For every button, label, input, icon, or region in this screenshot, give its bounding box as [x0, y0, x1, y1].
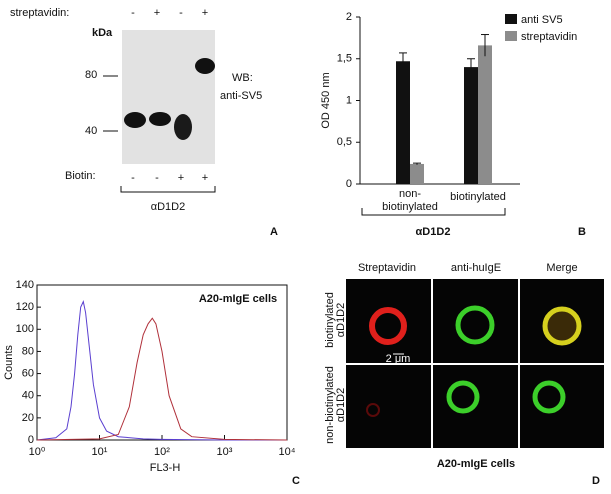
legend-swatch — [505, 31, 517, 41]
y-tick-label: 20 — [22, 412, 34, 424]
image-cell — [433, 279, 518, 363]
cell — [446, 380, 480, 414]
y-tick-label: 60 — [22, 367, 34, 379]
panel-label: C — [292, 475, 300, 487]
y-tick-label: 100 — [16, 323, 34, 335]
cell — [366, 403, 380, 417]
y-tick-label: 1,5 — [337, 53, 352, 65]
cell — [532, 380, 566, 414]
plot-frame — [36, 284, 288, 441]
y-axis-label: OD 450 nm — [320, 72, 332, 128]
x-axis-label: αD1D2 — [416, 226, 451, 238]
legend-label: anti SV5 — [521, 14, 563, 26]
biotin-label: Biotin: — [65, 170, 96, 182]
cell — [542, 306, 582, 346]
sign: + — [202, 7, 208, 19]
sign: - — [131, 7, 135, 19]
panel-label: D — [592, 475, 600, 487]
panel-d: Streptavidin anti-huIgE Merge 2 μm bioti… — [324, 262, 604, 487]
sign: - — [155, 172, 159, 184]
legend-swatch — [505, 14, 517, 24]
y-tick-label: 120 — [16, 301, 34, 313]
row-label: αD1D2 — [335, 303, 347, 337]
cell — [369, 307, 407, 345]
x-tick-label: non-biotinylated — [382, 188, 438, 213]
panel-a: streptavidin: - + - + kDa 80 40 WB: anti… — [10, 7, 278, 238]
y-tick-label: 1 — [346, 94, 352, 106]
histogram-curve — [36, 300, 287, 441]
sign: + — [202, 172, 208, 184]
kda-label: kDa — [92, 27, 113, 39]
band — [174, 114, 192, 140]
y-tick-label: 80 — [22, 345, 34, 357]
streptavidin-label: streptavidin: — [10, 7, 69, 19]
y-tick-label: 0 — [346, 178, 352, 190]
legend-label: streptavidin — [521, 31, 577, 43]
band — [124, 112, 146, 128]
marker-label: 80 — [85, 69, 97, 81]
panel-label: A — [270, 226, 278, 238]
histogram-curve — [36, 317, 288, 441]
x-tick-label: 10⁰ — [29, 446, 46, 458]
cell — [455, 305, 495, 345]
x-tick-label: 10³ — [217, 446, 233, 458]
row-label: biotinylated — [324, 292, 336, 348]
row-label: non-biotinylated — [324, 366, 336, 444]
band — [195, 58, 215, 74]
y-tick-label: 40 — [22, 390, 34, 402]
construct-label: αD1D2 — [151, 201, 185, 213]
image-cell — [346, 279, 431, 363]
y-tick-label: 2 — [346, 11, 352, 23]
y-tick-label: 0 — [28, 434, 34, 446]
wb-label: anti-SV5 — [220, 90, 262, 102]
bar — [396, 61, 410, 184]
sign: + — [178, 172, 184, 184]
image-cell — [346, 365, 431, 448]
x-tick-label: 10⁴ — [279, 446, 296, 458]
sign: + — [154, 7, 160, 19]
bracket — [361, 208, 506, 216]
sign: - — [131, 172, 135, 184]
y-axis-label: Counts — [3, 345, 15, 380]
scale-bar-label: 2 μm — [386, 353, 411, 365]
caption: A20-mIgE cells — [437, 458, 515, 470]
row-label: αD1D2 — [335, 388, 347, 422]
x-tick-label: biotinylated — [450, 191, 506, 203]
x-axis-label: FL3-H — [150, 462, 181, 474]
bracket — [120, 186, 216, 193]
blot-image — [122, 30, 215, 164]
y-tick-label: 0,5 — [337, 136, 352, 148]
marker-label: 40 — [85, 125, 97, 137]
column-header: anti-huIgE — [451, 262, 501, 274]
bar — [478, 45, 492, 184]
panel-label: B — [578, 226, 586, 238]
band — [149, 112, 171, 126]
column-header: Streptavidin — [358, 262, 416, 274]
x-tick-label: 10² — [154, 446, 170, 458]
y-tick-label: 140 — [16, 279, 34, 291]
sign: - — [179, 7, 183, 19]
bar — [464, 67, 478, 184]
annotation: A20-mIgE cells — [199, 293, 277, 305]
column-header: Merge — [546, 262, 577, 274]
bar — [410, 163, 424, 184]
wb-label: WB: — [232, 72, 253, 84]
x-tick-label: 10¹ — [92, 446, 108, 458]
